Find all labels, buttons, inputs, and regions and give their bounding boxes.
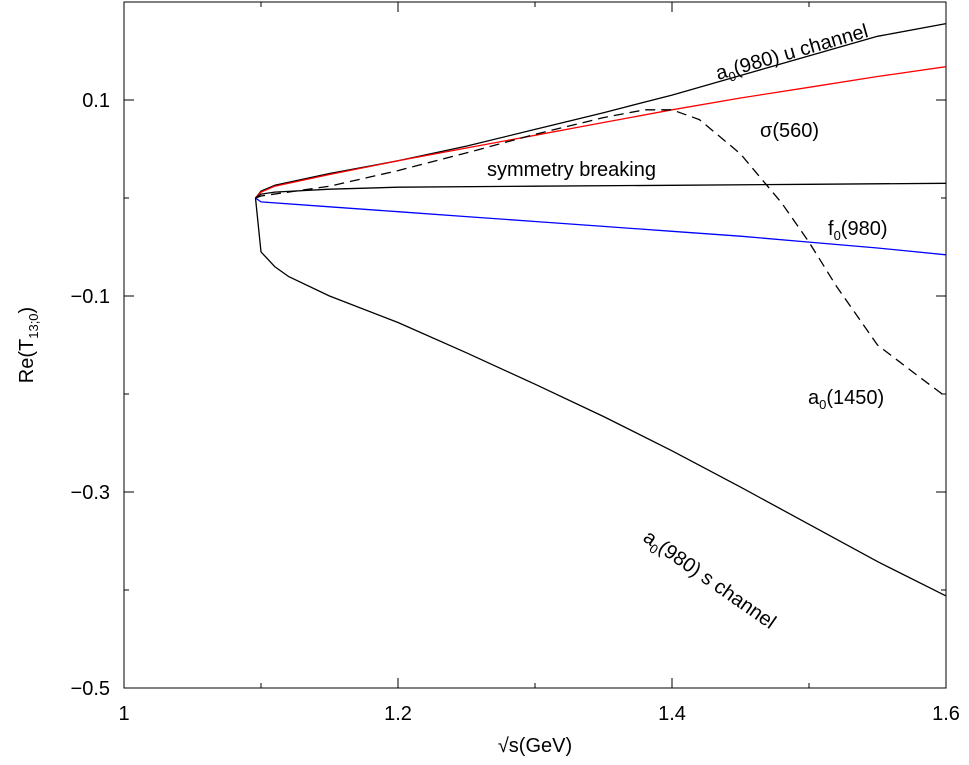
series-label-part: f: [828, 218, 834, 240]
series-label-1: σ(560): [760, 120, 819, 142]
series-label-2: symmetry breaking: [487, 159, 656, 181]
y-tick-label: −0.1: [71, 286, 110, 308]
series-line-1: [255, 66, 947, 199]
series-line-5: [254, 197, 947, 597]
series-label-part: symmetry breaking: [487, 159, 656, 181]
x-tick-label: 1: [118, 703, 129, 725]
y-axis-label-main: Re(T: [16, 339, 38, 383]
series-line-0: [254, 22, 947, 199]
y-tick-label: −0.5: [71, 678, 110, 700]
series-label-5: a0(980) s channel: [637, 526, 779, 636]
series-label-part: 0: [834, 228, 841, 243]
series-label-part: (980): [841, 218, 888, 240]
plot-frame: [123, 1, 947, 689]
series-label-0: a0(980) u channel: [713, 20, 871, 87]
x-axis-label: √s(GeV): [498, 735, 572, 757]
series-layer: [254, 22, 947, 597]
series-label-part: (980) u channel: [731, 20, 871, 79]
x-tick-label: 1.2: [384, 703, 412, 725]
series-label-part: a: [808, 387, 820, 409]
series-line-4: [255, 109, 947, 398]
x-tick-label: 1.6: [932, 703, 960, 725]
x-tick-label: 1.4: [658, 703, 686, 725]
series-label-4: a0(1450): [808, 387, 884, 412]
series-label-part: (1450): [826, 387, 884, 409]
series-line-2: [255, 182, 947, 199]
y-tick-label: −0.3: [71, 482, 110, 504]
series-label-3: f0(980): [828, 218, 888, 243]
y-axis-label-close: ): [16, 307, 38, 314]
series-label-part: (980) s channel: [654, 537, 780, 634]
series-label-part: 0: [819, 397, 826, 412]
y-axis-label: Re(T13;0): [16, 307, 41, 383]
series-line-3: [255, 197, 947, 256]
y-axis-label-sub: 13;0: [26, 313, 41, 338]
y-tick-label: 0.1: [82, 90, 110, 112]
series-label-part: 0: [727, 68, 738, 84]
axis-ticks: 1 1.2 1.4 1.6 0.1 −0.1 −0.3 −0.5: [71, 1, 960, 725]
series-label-part: σ(560): [760, 120, 819, 142]
